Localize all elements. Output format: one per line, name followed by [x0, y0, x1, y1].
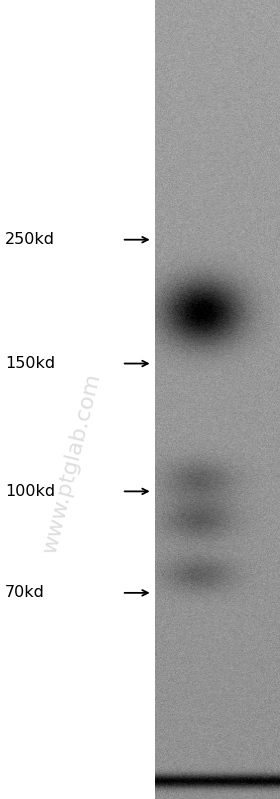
Text: 150kd: 150kd — [5, 356, 55, 371]
Text: www.ptglab.com: www.ptglab.com — [39, 371, 104, 556]
Text: 70kd: 70kd — [5, 586, 45, 600]
Text: 250kd: 250kd — [5, 233, 55, 247]
Text: 100kd: 100kd — [5, 484, 55, 499]
